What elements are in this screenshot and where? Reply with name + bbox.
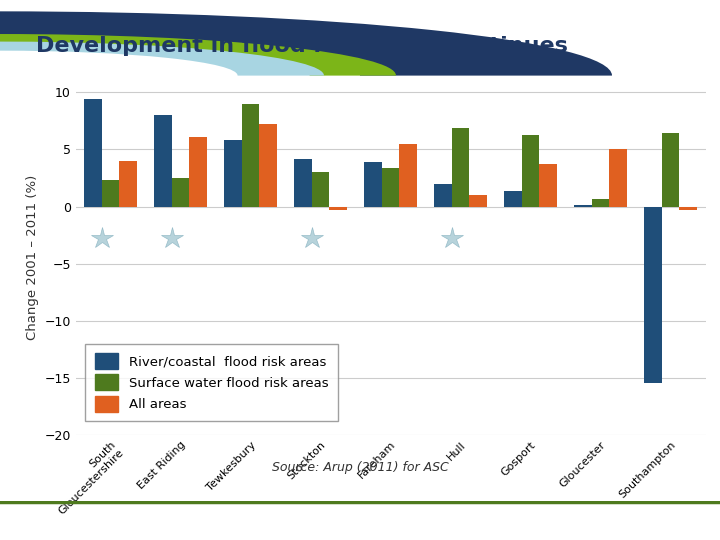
Legend: River/coastal  flood risk areas, Surface water flood risk areas, All areas: River/coastal flood risk areas, Surface … xyxy=(86,343,338,421)
Wedge shape xyxy=(0,34,396,76)
Wedge shape xyxy=(0,11,612,76)
Y-axis label: Change 2001 – 2011 (%): Change 2001 – 2011 (%) xyxy=(26,175,39,341)
Bar xyxy=(680,206,697,210)
Bar xyxy=(575,205,592,206)
Bar xyxy=(452,128,469,206)
Bar xyxy=(294,159,312,206)
Bar xyxy=(172,178,189,206)
Text: Source: Arup (2011) for ASC: Source: Arup (2011) for ASC xyxy=(271,461,449,474)
Bar xyxy=(102,180,120,206)
Bar xyxy=(644,206,662,383)
Bar xyxy=(592,199,609,206)
Bar xyxy=(242,104,259,206)
Text: Independent advice to UK Government on preparing for climate change: Independent advice to UK Government on p… xyxy=(13,516,436,525)
Bar xyxy=(312,172,329,206)
Bar xyxy=(539,164,557,206)
Wedge shape xyxy=(0,42,324,76)
Bar xyxy=(469,195,487,206)
Text: 9: 9 xyxy=(694,514,702,527)
Bar xyxy=(662,133,680,206)
Bar xyxy=(522,134,539,206)
Bar xyxy=(259,124,277,206)
Bar xyxy=(504,191,522,206)
Bar xyxy=(84,99,102,206)
Bar xyxy=(154,115,172,206)
Bar xyxy=(400,144,417,206)
Text: Development in flood risk areas continues: Development in flood risk areas continue… xyxy=(37,36,568,56)
Bar xyxy=(329,206,347,210)
Bar xyxy=(120,161,137,206)
Bar xyxy=(434,184,452,206)
Bar xyxy=(382,168,400,206)
Bar xyxy=(364,162,382,206)
Bar xyxy=(609,150,627,206)
Bar xyxy=(189,137,207,206)
Bar xyxy=(225,140,242,206)
